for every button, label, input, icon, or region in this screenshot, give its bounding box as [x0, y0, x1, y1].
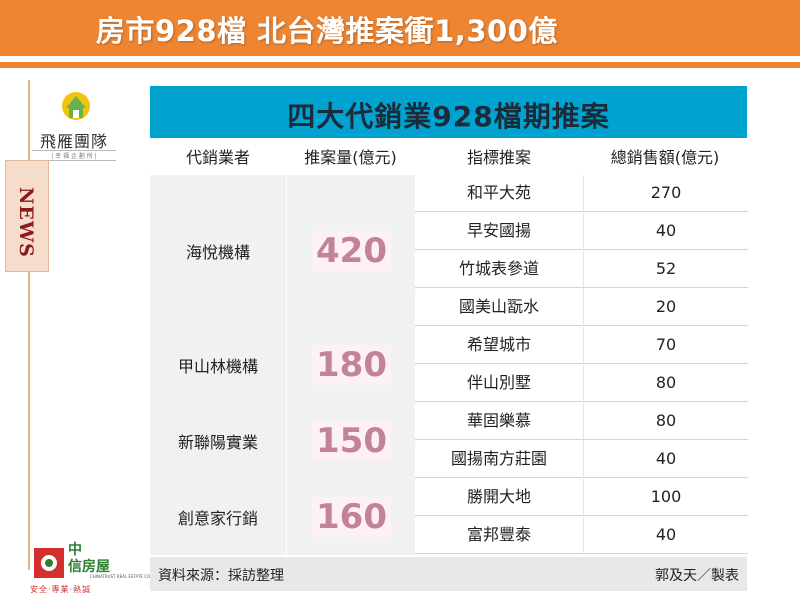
logo-subtitle: | 幸 福 企 劃 所 |: [32, 150, 116, 161]
left-divider: [28, 80, 30, 570]
news-label: NEWS: [15, 187, 37, 258]
project-cell: 希望城市: [415, 327, 583, 364]
company-cell: 海悅機構: [150, 175, 286, 329]
logo-english: CHINATRUST REAL ESTATE CO.: [90, 574, 152, 579]
source-note: 資料來源：採訪整理: [158, 568, 284, 584]
header-divider: [0, 62, 800, 68]
table-footer: 資料來源：採訪整理 郭及天／製表: [150, 557, 747, 591]
project-cell: 早安國揚: [415, 213, 583, 250]
company-cell: 創意家行銷: [150, 479, 286, 557]
table-title: 四大代銷業928檔期推案: [150, 86, 747, 141]
amount-cell: 40: [583, 213, 748, 250]
project-cell: 國美山翫水: [415, 289, 583, 326]
logo-brand-line2: 信房屋: [68, 559, 110, 575]
maker-note: 郭及天／製表: [655, 568, 739, 584]
column-header-amount: 總銷售額(億元): [583, 141, 747, 176]
volume-cell: 160: [286, 479, 416, 557]
news-tab: NEWS: [5, 160, 49, 272]
logo-brand: 中 信房屋: [68, 542, 110, 576]
column-header-volume: 推案量(億元): [286, 141, 415, 176]
project-cell: 和平大苑: [415, 175, 583, 212]
project-cell: 富邦豐泰: [415, 517, 583, 554]
amount-cell: 80: [583, 403, 748, 440]
volume-value: 180: [312, 345, 391, 385]
header-bar: 房市928檔 北台灣推案衝1,300億: [0, 0, 800, 56]
company-cell: 甲山林機構: [150, 327, 286, 405]
table-title-text: 四大代銷業928檔期推案: [287, 100, 610, 133]
project-cell: 竹城表參道: [415, 251, 583, 288]
logo-brand-line1: 中: [68, 542, 82, 558]
amount-cell: 270: [583, 175, 748, 212]
amount-cell: 40: [583, 517, 748, 554]
column-header-company: 代銷業者: [150, 141, 286, 176]
project-cell: 勝開大地: [415, 479, 583, 516]
amount-cell: 100: [583, 479, 748, 516]
project-cell: 國揚南方莊園: [415, 441, 583, 478]
volume-cell: 150: [286, 403, 416, 481]
project-cell: 伴山別墅: [415, 365, 583, 402]
amount-cell: 40: [583, 441, 748, 478]
logo-slogan: 安全‧專業‧熱誠: [30, 585, 92, 594]
company-cell: 新聯陽實業: [150, 403, 286, 481]
presale-table: 四大代銷業928檔期推案 代銷業者 推案量(億元) 指標推案 總銷售額(億元) …: [150, 86, 748, 591]
chinatrust-logo: 中 信房屋 CHINATRUST REAL ESTATE CO. 安全‧專業‧熱…: [30, 540, 151, 598]
logo-name: 飛雁團隊: [39, 132, 108, 151]
volume-cell: 180: [286, 327, 416, 405]
feiyan-logo: 飛雁團隊 | 幸 福 企 劃 所 |: [32, 86, 116, 166]
project-cell: 華固樂慕: [415, 403, 583, 440]
amount-cell: 80: [583, 365, 748, 402]
page-title: 房市928檔 北台灣推案衝1,300億: [96, 14, 558, 48]
house-mark-icon: [34, 548, 64, 578]
volume-value: 160: [312, 497, 391, 537]
volume-value: 150: [312, 421, 391, 461]
amount-cell: 20: [583, 289, 748, 326]
volume-value: 420: [312, 231, 391, 271]
amount-cell: 70: [583, 327, 748, 364]
house-logo-icon: [62, 92, 90, 120]
amount-cell: 52: [583, 251, 748, 288]
column-header-project: 指標推案: [415, 141, 583, 176]
volume-cell: 420: [286, 175, 416, 329]
